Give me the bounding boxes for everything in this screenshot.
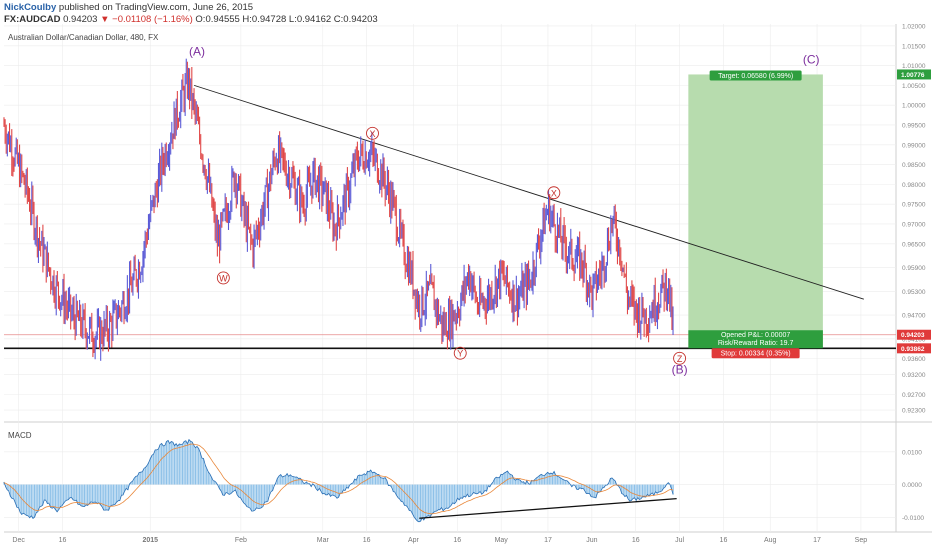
x-tick-label: Feb <box>235 537 247 544</box>
stop-label: Stop: 0.00334 (0.35%) <box>721 351 791 358</box>
pnl-label: Opened P&L: 0.00007 <box>721 332 790 339</box>
upper-trendline <box>193 84 864 300</box>
wave-label: Z <box>677 354 683 364</box>
x-tick-label: 16 <box>632 537 640 544</box>
x-tick-label: 17 <box>544 537 552 544</box>
y-tick-label: 0.98000 <box>902 182 926 189</box>
trade-labels: Target: 0.06580 (6.99%) Opened P&L: 0.000… <box>688 70 823 359</box>
macd-y-tick-label: -0.0100 <box>902 515 924 522</box>
wave-label: (C) <box>803 53 820 67</box>
signal-line <box>3 443 674 515</box>
y-tick-label: 0.94100 <box>902 336 926 343</box>
x-tick-label: 16 <box>720 537 728 544</box>
main-chart-title: Australian Dollar/Canadian Dollar, 480, … <box>8 33 159 42</box>
x-tick-label: Jul <box>675 537 684 544</box>
wave-label: Y <box>457 349 463 359</box>
target-label-box <box>709 70 802 81</box>
y-tick-label: 0.96500 <box>902 241 926 248</box>
y-tick-label: 0.95300 <box>902 289 926 296</box>
down-arrow-icon: ▼ <box>100 14 110 25</box>
target-label: Target: 0.06580 (6.99%) <box>718 73 793 80</box>
rr-label: Risk/Reward Ratio: 19.7 <box>718 340 794 347</box>
x-tick-label: 16 <box>363 537 371 544</box>
axes: 1.02000 1.01500 1.01000 1.00500 1.00000 0.995… <box>12 23 931 544</box>
y-tick-label: 1.01500 <box>902 43 926 50</box>
macd-trendline <box>419 497 677 519</box>
price-tag-label: 0.93862 <box>901 346 925 353</box>
stop-label-box <box>711 348 800 359</box>
y-tick-label: 0.99000 <box>902 142 926 149</box>
macd-y-tick-label: 0.0100 <box>902 449 922 456</box>
wave-label: (B) <box>672 362 688 376</box>
price-change: −0.01108 (−1.16%) <box>112 14 193 25</box>
x-tick-label: Mar <box>317 537 330 544</box>
price-tag <box>897 69 931 80</box>
x-tick-label: 16 <box>453 537 461 544</box>
macd-panel <box>3 438 677 523</box>
price-bars <box>3 58 674 361</box>
x-tick-label: Aug <box>764 537 777 544</box>
y-tick-label: 0.95900 <box>902 265 926 272</box>
wave-label: W <box>219 273 228 283</box>
wave-label: X <box>551 188 557 198</box>
publish-info: published on TradingView.com, June 26, 2… <box>58 2 254 13</box>
wave-circle <box>216 271 230 285</box>
y-tick-label: 0.97000 <box>902 221 926 228</box>
x-tick-label: 16 <box>59 537 67 544</box>
pnl-box <box>688 330 823 349</box>
y-tick-label: 0.94700 <box>902 313 926 320</box>
y-tick-label: 1.00500 <box>902 83 926 90</box>
trade-zones <box>688 74 823 349</box>
y-tick-label: 1.00000 <box>902 103 926 110</box>
y-tick-label: 1.02000 <box>902 23 926 30</box>
y-tick-label: 0.99500 <box>902 122 926 129</box>
x-tick-label: Jun <box>586 537 597 544</box>
wave-circle <box>366 126 379 140</box>
ohlc-values: O:0.94555 H:0.94728 L:0.94162 C:0.94203 <box>195 14 378 25</box>
wave-label: X <box>369 129 375 139</box>
macd-title: MACD <box>8 431 32 440</box>
quote-line: FX:AUDCAD 0.94203 ▼ −0.01108 (−1.16%) O:… <box>4 14 378 25</box>
price-tag-label: 1.00776 <box>901 72 925 79</box>
symbol-label: FX:AUDCAD <box>4 14 61 25</box>
target-zone <box>688 74 823 335</box>
x-tick-label: Apr <box>408 537 420 544</box>
publish-line: NickCoulby published on TradingView.com,… <box>4 2 253 13</box>
wave-circle <box>547 186 561 200</box>
wave-circle <box>673 351 687 365</box>
panel-titles: Australian Dollar/Canadian Dollar, 480, … <box>8 33 159 440</box>
y-tick-label: 1.01000 <box>902 63 926 70</box>
x-tick-label: Sep <box>855 537 868 544</box>
x-tick-label: 2015 <box>142 537 158 544</box>
macd-line <box>3 438 674 523</box>
wave-label: (A) <box>189 45 205 59</box>
y-tick-label: 0.93600 <box>902 356 926 363</box>
wave-labels: (A) W X Y X Z(B) (C) <box>189 45 819 377</box>
author-link[interactable]: NickCoulby <box>4 2 57 13</box>
price-tag-label: 0.94203 <box>901 332 925 339</box>
x-tick-label: May <box>495 537 509 544</box>
y-tick-label: 0.97500 <box>902 202 926 209</box>
y-tick-label: 0.98500 <box>902 162 926 169</box>
price-tag <box>897 329 931 340</box>
last-price: 0.94203 <box>63 14 98 25</box>
wave-circle <box>453 346 467 360</box>
x-tick-label: 17 <box>813 537 821 544</box>
macd-y-tick-label: 0.0000 <box>902 482 922 489</box>
price-tag <box>897 343 931 354</box>
y-tick-label: 0.92300 <box>902 408 926 415</box>
x-tick-label: Dec <box>12 537 25 544</box>
y-tick-label: 0.92700 <box>902 392 926 399</box>
y-tick-label: 0.93200 <box>902 372 926 379</box>
